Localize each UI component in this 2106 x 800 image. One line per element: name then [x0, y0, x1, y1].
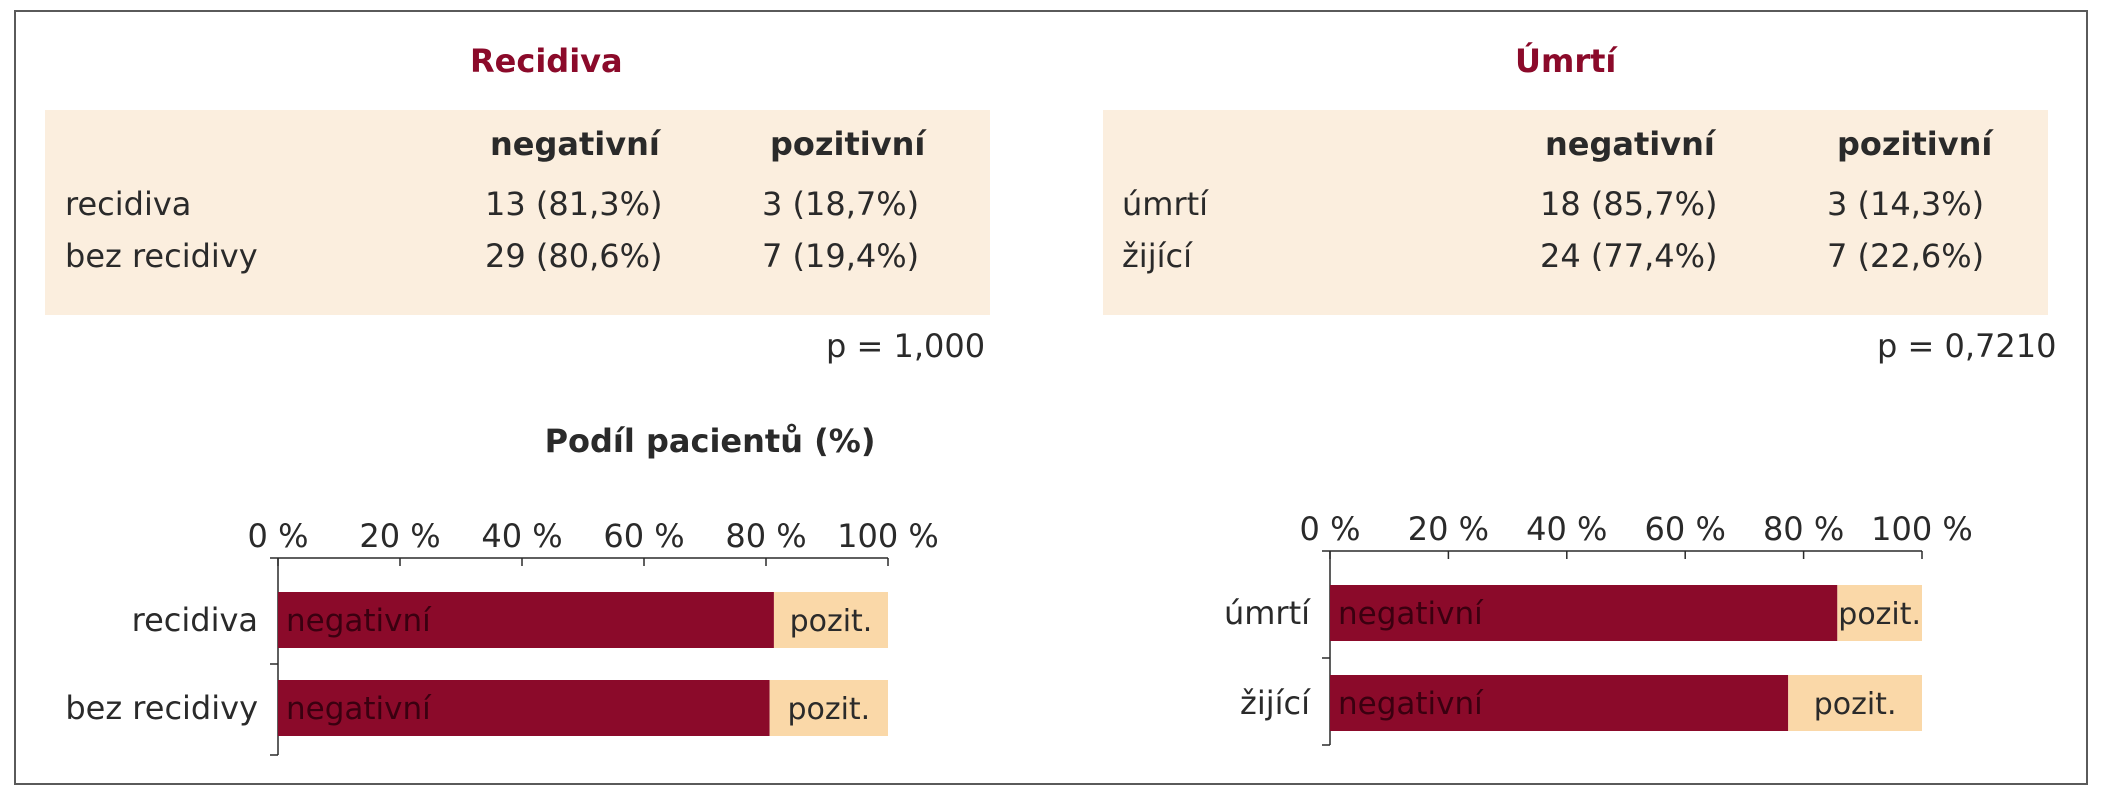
x-tick-label: 100 %	[1871, 510, 1973, 548]
figure-frame	[14, 10, 2088, 785]
bar-negative	[278, 680, 770, 736]
col-header-positive: pozitivní	[1837, 125, 1993, 163]
category-label: bez recidivy	[65, 689, 258, 727]
category-label: recidiva	[132, 601, 258, 639]
col-header-negative: negativní	[490, 125, 660, 163]
row-label: žijící	[1122, 237, 1192, 275]
bar-label-positive: pozit.	[1838, 597, 1921, 632]
x-tick-label: 20 %	[359, 517, 440, 555]
x-tick-label: 60 %	[1645, 510, 1726, 548]
bar-positive	[1837, 585, 1922, 641]
row-label: recidiva	[65, 185, 192, 223]
bar-label-negative: negativní	[1338, 686, 1484, 722]
row-label: úmrtí	[1122, 185, 1209, 223]
table-recidiva	[45, 110, 990, 315]
x-tick-label: 40 %	[481, 517, 562, 555]
x-tick-label: 100 %	[837, 517, 939, 555]
bar-positive	[1788, 675, 1922, 731]
bar-negative	[1330, 675, 1789, 731]
bar-label-positive: pozit.	[790, 604, 873, 639]
bar-label-positive: pozit.	[787, 692, 870, 727]
p-value-recidiva: p = 1,000	[826, 327, 986, 365]
bar-label-positive: pozit.	[1814, 687, 1897, 722]
bar-label-negative: negativní	[286, 603, 432, 639]
bar-label-negative: negativní	[286, 691, 432, 727]
x-tick-label: 20 %	[1408, 510, 1489, 548]
cell-positive: 3 (18,7%)	[762, 185, 920, 223]
cell-negative: 24 (77,4%)	[1540, 237, 1718, 275]
category-label: úmrtí	[1224, 594, 1311, 632]
bar-positive	[773, 592, 888, 648]
bar-label-negative: negativní	[1338, 596, 1484, 632]
table-umrti	[1103, 110, 2048, 315]
row-label: bez recidivy	[65, 237, 258, 275]
x-tick-label: 80 %	[1763, 510, 1844, 548]
x-tick-label: 0 %	[1300, 510, 1361, 548]
panel-title-umrti: Úmrtí	[1515, 42, 1617, 80]
panel-title-recidiva: Recidiva	[470, 42, 623, 80]
cell-positive: 3 (14,3%)	[1827, 185, 1985, 223]
cell-positive: 7 (22,6%)	[1827, 237, 1985, 275]
cell-negative: 18 (85,7%)	[1540, 185, 1718, 223]
cell-negative: 29 (80,6%)	[485, 237, 663, 275]
charts-title: Podíl pacientů (%)	[544, 422, 876, 460]
bar-negative	[1330, 585, 1838, 641]
x-tick-label: 40 %	[1526, 510, 1607, 548]
col-header-positive: pozitivní	[770, 125, 926, 163]
bar-positive	[769, 680, 888, 736]
x-tick-label: 60 %	[603, 517, 684, 555]
x-tick-label: 0 %	[248, 517, 309, 555]
bar-negative	[278, 592, 774, 648]
category-label: žijící	[1240, 684, 1311, 722]
x-tick-label: 80 %	[725, 517, 806, 555]
cell-negative: 13 (81,3%)	[485, 185, 663, 223]
p-value-umrti: p = 0,7210	[1877, 327, 2057, 365]
col-header-negative: negativní	[1545, 125, 1715, 163]
cell-positive: 7 (19,4%)	[762, 237, 920, 275]
